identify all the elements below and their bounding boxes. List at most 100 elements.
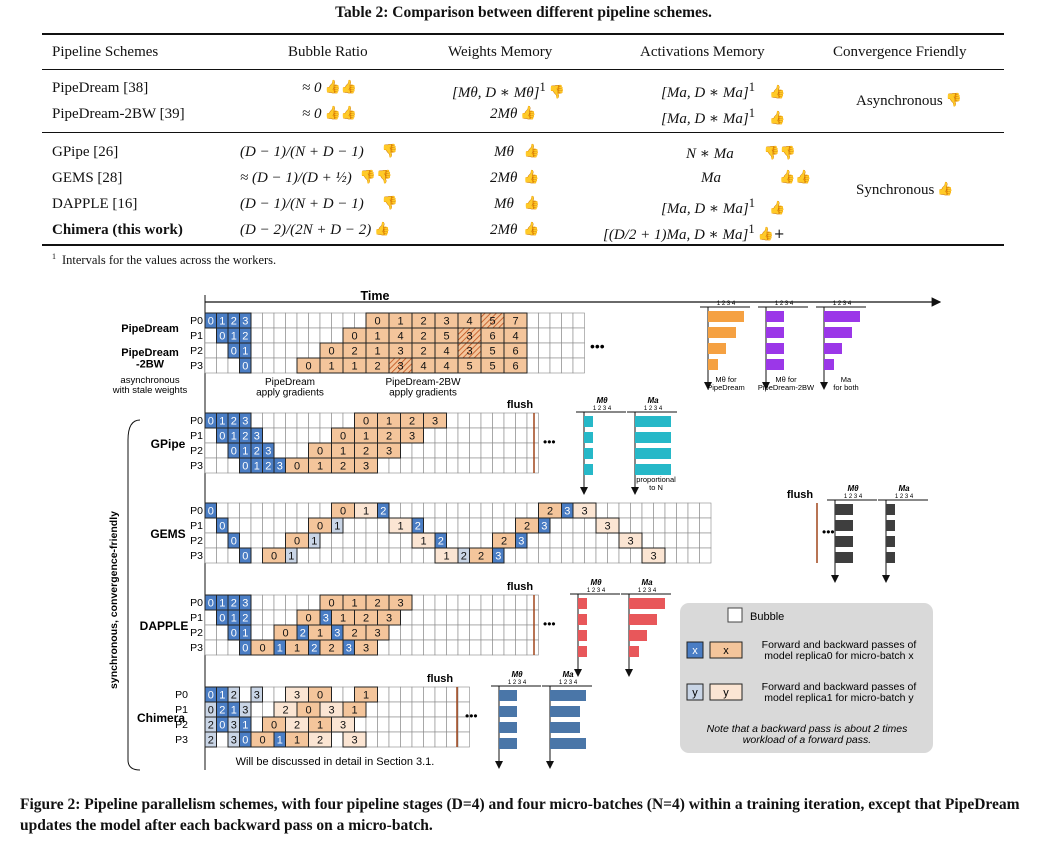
bubble-cell	[503, 427, 516, 444]
row-scheme-chimera: Chimera (this work)	[52, 222, 183, 238]
memory-bar	[629, 614, 657, 625]
bubble-cell	[515, 442, 528, 459]
micro-batch-label: 3	[443, 316, 449, 328]
micro-batch-label: 1	[340, 446, 346, 458]
bubble-cell	[446, 457, 459, 474]
micro-batch-label: 3	[242, 416, 248, 428]
legend-replica1-text: Forward and backward passes of	[762, 681, 917, 693]
ellipsis: •••	[822, 525, 835, 539]
bubble-cell	[480, 412, 493, 429]
table-mid-rule	[42, 132, 1004, 133]
micro-batch-label: 2	[351, 628, 357, 640]
thumbs-down-icon: 👎	[381, 144, 398, 159]
bubble-cell	[492, 442, 505, 459]
micro-batch-label: 0	[208, 506, 214, 518]
micro-batch-label: 3	[432, 416, 438, 428]
ellipsis: •••	[590, 338, 605, 354]
micro-batch-label: 0	[208, 316, 214, 328]
mem-note: for both	[833, 383, 858, 392]
mem-axis-label: Mθ	[847, 484, 859, 493]
bubble-cell	[250, 342, 263, 359]
bubble-cell	[446, 412, 459, 429]
bubble-cell	[411, 686, 424, 703]
micro-batch-label: 0	[328, 598, 334, 610]
micro-batch-label: 2	[242, 431, 248, 443]
memory-bar	[766, 311, 784, 322]
stage-label: P2	[190, 345, 203, 357]
bubble-cell	[503, 609, 516, 626]
memory-bar	[708, 327, 736, 338]
bubble-cell	[423, 716, 436, 733]
bubble-ratio: ≈ 0	[302, 80, 322, 96]
memory-bar	[886, 536, 895, 547]
micro-batch-label: 3	[409, 431, 415, 443]
micro-batch-label: 0	[208, 416, 214, 428]
bubble-cell	[331, 312, 344, 329]
gpipe-mem-note: proportional	[636, 475, 676, 484]
convergence-sync: Synchronous	[856, 182, 935, 198]
pipedream-2bw-label: PipeDream	[121, 347, 179, 359]
micro-batch-label: 1	[317, 461, 323, 473]
micro-batch-label: 5	[443, 331, 449, 343]
memory-bar	[578, 646, 587, 657]
bubble-cell	[446, 609, 459, 626]
legend-backward-swatch	[709, 641, 743, 659]
micro-batch-label: 1	[397, 316, 403, 328]
mem-note: Ma	[841, 375, 852, 384]
bubble-cell	[250, 502, 263, 519]
bubble-cell	[273, 342, 286, 359]
bubble-cell	[434, 686, 447, 703]
bubble-cell	[469, 639, 482, 656]
micro-batch-label: 3	[397, 361, 403, 373]
memory-bar	[584, 416, 593, 427]
sync-note: synchronous, convergence-friendly	[108, 511, 120, 689]
mem-ticks: 1 2 3 4	[833, 301, 852, 307]
flush-label: flush	[427, 673, 454, 685]
bubble-cell	[434, 442, 447, 459]
micro-batch-label: 4	[512, 331, 518, 343]
bubble-cell	[549, 517, 562, 534]
micro-batch-label: 1	[219, 598, 225, 610]
bubble-cell	[595, 502, 608, 519]
bubble-cell	[342, 547, 355, 564]
bubble-cell	[388, 639, 401, 656]
bubble-cell	[469, 412, 482, 429]
memory-bar	[886, 504, 895, 515]
chimera-ma-bars: 1 2 3 4Ma	[542, 670, 592, 769]
bubble-cell	[572, 327, 585, 344]
dapple-mtheta-bars: 1 2 3 4Mθ	[570, 578, 620, 677]
micro-batch-label: 1	[328, 361, 334, 373]
bubble-cell	[354, 547, 367, 564]
async-note: asynchronous	[120, 375, 179, 386]
micro-batch-label: 1	[277, 735, 283, 747]
footnote-mark: 1	[539, 80, 546, 94]
bubble-cell	[687, 547, 700, 564]
micro-batch-label: 5	[489, 316, 495, 328]
bubble-cell	[446, 594, 459, 611]
micro-batch-label: 2	[415, 521, 421, 533]
bubble-cell	[630, 517, 643, 534]
bubble-cell	[469, 532, 482, 549]
bubble-cell	[273, 327, 286, 344]
micro-batch-label: 1	[219, 416, 225, 428]
bubble-cell	[515, 412, 528, 429]
bubble-cell	[469, 517, 482, 534]
micro-batch-label: 1	[363, 690, 369, 702]
bubble-cell	[503, 639, 516, 656]
memory-bar	[629, 646, 639, 657]
memory-bar	[708, 359, 718, 370]
bubble-cell	[250, 547, 263, 564]
bubble-cell	[204, 357, 217, 374]
row-scheme: GPipe [26]	[52, 144, 119, 160]
micro-batch-label: 2	[420, 316, 426, 328]
micro-batch-label: 3	[386, 446, 392, 458]
legend-replica0-text: Forward and backward passes of	[762, 639, 917, 651]
bubble-cell	[285, 594, 298, 611]
thumbs-up-icon: 👍	[937, 182, 954, 197]
micro-batch-label: 0	[305, 613, 311, 625]
bubble-cell	[400, 442, 413, 459]
bubble-cell	[204, 609, 217, 626]
bubble-cell	[308, 342, 321, 359]
stage-label: P2	[175, 719, 188, 731]
memory-bar	[766, 343, 784, 354]
